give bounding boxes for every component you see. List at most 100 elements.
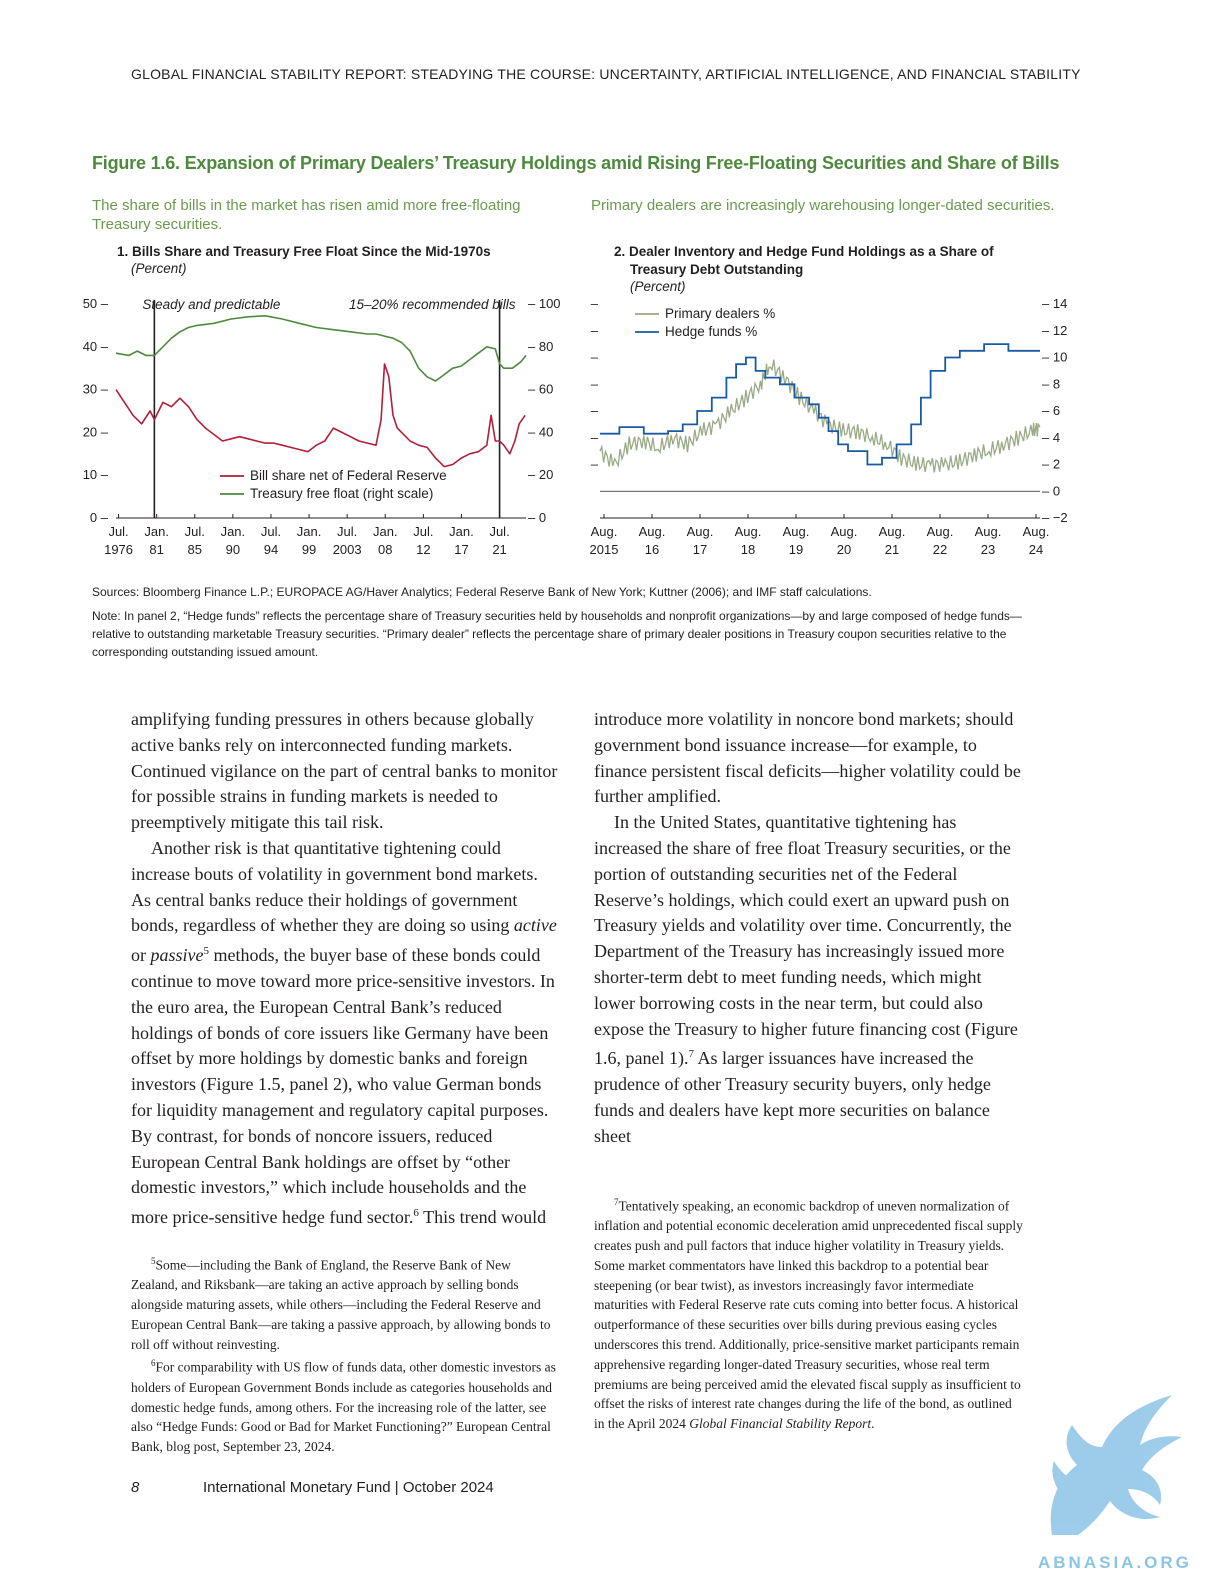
body-column-2: introduce more volatility in noncore bon… — [594, 707, 1022, 1150]
dragon-logo-icon — [1050, 1395, 1182, 1535]
legend-label: Primary dealers % — [665, 306, 775, 321]
x-tick-label: Jul. — [185, 524, 205, 539]
y-tick-label: – 12 — [1042, 323, 1067, 338]
y-left-tick-mark: – — [591, 296, 599, 311]
footnote-ref-5[interactable]: 5 — [203, 945, 210, 958]
x-tick-label: 19 — [789, 542, 803, 557]
x-tick-label: Jul. — [489, 524, 509, 539]
x-tick-label: Aug. — [1023, 524, 1050, 539]
right-panel-subtitle: Primary dealers are increasingly warehou… — [591, 197, 1055, 214]
footnotes-column-2: 7Tentatively speaking, an economic backd… — [594, 1193, 1024, 1434]
x-tick-label: 1976 — [104, 542, 133, 557]
paragraph: amplifying funding pressures in others b… — [131, 709, 558, 833]
x-tick-label: 81 — [149, 542, 163, 557]
series-line-hedge-funds — [600, 343, 1040, 466]
panel1-title: 1. Bills Share and Treasury Free Float S… — [117, 244, 491, 259]
panel2-unit: (Percent) — [630, 279, 686, 294]
y-left-tick-label: 30 – — [83, 382, 109, 397]
y-tick-label: – 8 — [1042, 376, 1060, 391]
x-tick-label: 17 — [693, 542, 707, 557]
paragraph: In the United States, quantitative tight… — [594, 812, 1018, 1146]
footer-publisher: International Monetary Fund | October 20… — [203, 1479, 494, 1496]
running-head: GLOBAL FINANCIAL STABILITY REPORT: STEAD… — [131, 66, 1081, 82]
y-tick-label: – 0 — [1042, 483, 1060, 498]
x-tick-label: 21 — [885, 542, 899, 557]
y-left-tick-mark: – — [591, 430, 599, 445]
x-tick-label: 22 — [933, 542, 947, 557]
y-left-tick-mark: – — [591, 403, 599, 418]
series-line-primary-dealers — [599, 359, 1041, 473]
panel2-title: 2. Dealer Inventory and Hedge Fund Holdi… — [614, 244, 994, 277]
y-tick-label: – 14 — [1042, 296, 1067, 311]
y-right-tick-label: – 20 — [528, 467, 553, 482]
figure-sources: Sources: Bloomberg Finance L.P.; EUROPAC… — [92, 585, 872, 599]
legend-label: Bill share net of Federal Reserve — [250, 468, 447, 483]
x-tick-label: Aug. — [831, 524, 858, 539]
x-tick-label: Jan. — [144, 524, 169, 539]
panel1-unit: (Percent) — [131, 261, 187, 276]
figure-note: Note: In panel 2, “Hedge funds” reflects… — [92, 609, 1022, 659]
x-tick-label: 18 — [741, 542, 755, 557]
x-tick-label: 21 — [492, 542, 506, 557]
x-tick-label: Jan. — [297, 524, 322, 539]
y-tick-label: – 4 — [1042, 430, 1060, 445]
figure-title: Figure 1.6. Expansion of Primary Dealers… — [92, 153, 1060, 173]
y-left-tick-label: 10 – — [83, 467, 109, 482]
x-tick-label: 17 — [454, 542, 468, 557]
x-tick-label: Jan. — [449, 524, 474, 539]
page-number: 8 — [131, 1479, 140, 1496]
chart-panel1: 0 – 10 – 20 – 30 – 40 – 50 – – 0 – 20 – 40 – 60 – … — [83, 296, 561, 557]
x-tick-label: Aug. — [927, 524, 954, 539]
left-panel-subtitle: The share of bills in the market has ris… — [92, 197, 521, 233]
x-tick-label: 24 — [1029, 542, 1043, 557]
y-tick-label: – −2 — [1042, 510, 1068, 525]
footnote-6: 6For comparability with US flow of funds… — [131, 1358, 556, 1455]
x-tick-label: 20 — [837, 542, 851, 557]
x-tick-label: 08 — [378, 542, 392, 557]
footnote-ref-7[interactable]: 7 — [688, 1048, 694, 1061]
legend-label: Hedge funds % — [665, 324, 757, 339]
x-tick-label: Jul. — [108, 524, 128, 539]
y-left-tick-label: 0 – — [90, 510, 109, 525]
y-right-tick-label: – 80 — [528, 339, 553, 354]
x-tick-label: Jan. — [221, 524, 246, 539]
y-left-tick-mark: – — [591, 457, 599, 472]
x-tick-label: 2015 — [590, 542, 619, 557]
y-tick-label: – 6 — [1042, 403, 1060, 418]
paragraph: Another risk is that quantitative tighte… — [131, 837, 557, 1228]
series-line-2 — [115, 314, 527, 382]
y-tick-label: – 2 — [1042, 457, 1060, 472]
annotation-label: Steady and predictable — [142, 297, 280, 312]
watermark-text: ABNASIA.ORG — [1038, 1553, 1192, 1572]
x-tick-label: Aug. — [879, 524, 906, 539]
y-right-tick-label: – 40 — [528, 424, 553, 439]
chart-panel2: – −2 – 0 – 2 – – 4 – – 6 – – 8 – – 10 – – 12 – – 14 – Au… — [590, 296, 1068, 557]
legend-label: Treasury free float (right scale) — [250, 486, 433, 501]
x-tick-label: 2003 — [333, 542, 362, 557]
x-tick-label: Jan. — [373, 524, 398, 539]
footnote-5: 5Some—including the Bank of England, the… — [131, 1256, 551, 1352]
y-right-tick-label: – 60 — [528, 382, 553, 397]
x-tick-label: Jul. — [413, 524, 433, 539]
footnotes-column-1: 5Some—including the Bank of England, the… — [131, 1252, 561, 1457]
x-tick-label: Aug. — [591, 524, 618, 539]
x-tick-label: 94 — [264, 542, 278, 557]
x-tick-label: 16 — [645, 542, 659, 557]
x-tick-label: 23 — [981, 542, 995, 557]
footnote-7: 7Tentatively speaking, an economic backd… — [594, 1197, 1023, 1432]
x-tick-label: Jul. — [337, 524, 357, 539]
y-left-tick-label: 20 – — [83, 424, 109, 439]
series-line-1 — [115, 363, 526, 468]
x-tick-label: Aug. — [639, 524, 666, 539]
footnote-ref-6[interactable]: 6 — [413, 1207, 419, 1220]
x-tick-label: 99 — [302, 542, 316, 557]
x-tick-label: 90 — [226, 542, 240, 557]
y-left-tick-label: 40 – — [83, 339, 109, 354]
y-left-tick-mark: – — [591, 376, 599, 391]
y-tick-label: – 10 — [1042, 350, 1067, 365]
x-tick-label: Aug. — [975, 524, 1002, 539]
y-left-tick-mark: – — [591, 350, 599, 365]
body-column-1: amplifying funding pressures in others b… — [131, 707, 559, 1231]
x-tick-label: Jul. — [261, 524, 281, 539]
annotation-label: 15–20% recommended bills — [349, 297, 516, 312]
